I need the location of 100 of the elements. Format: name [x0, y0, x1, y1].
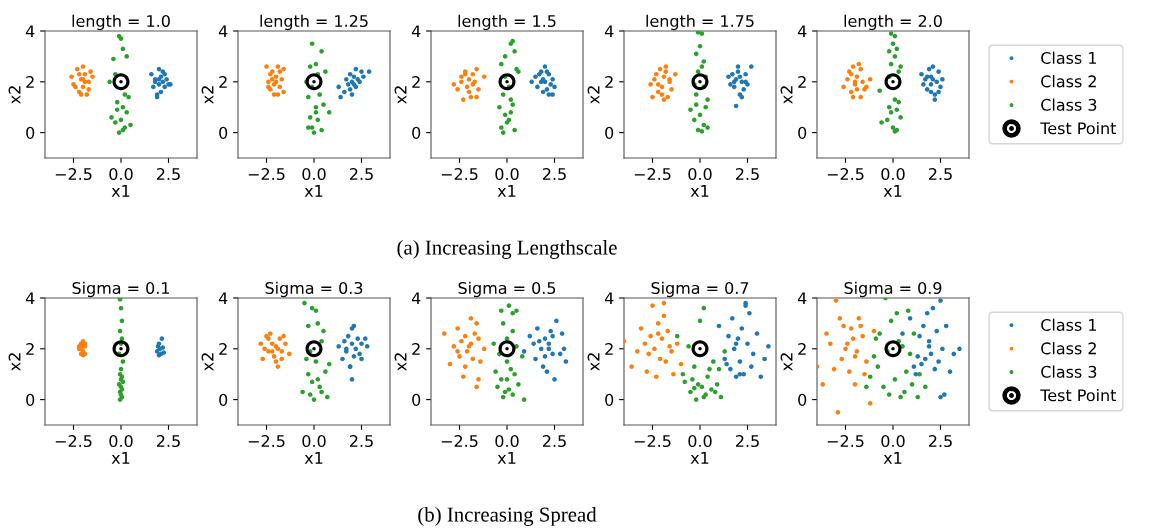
- y-tick-label: 2: [605, 76, 613, 88]
- x-tick-label: 0.0: [109, 168, 133, 181]
- y-tick-label: 0: [219, 393, 228, 406]
- y-axis-title: x2: [201, 86, 214, 104]
- x-tick-label: 2.5: [349, 435, 373, 448]
- y-tick-label: 4: [218, 25, 228, 38]
- chart-title: length = 1.25: [260, 14, 368, 31]
- x-tick-label: 0.0: [881, 168, 905, 181]
- text: (a) Increasing Lengthscale: [397, 239, 617, 259]
- x-tick-label: −2.5: [827, 435, 864, 448]
- chart-title: length = 2.0: [844, 14, 942, 31]
- legend-label: Class 3: [1041, 365, 1097, 378]
- y-tick-label: 0: [605, 126, 614, 139]
- x-tick-label: 2.5: [928, 435, 952, 448]
- y-tick-label: 2: [412, 343, 420, 355]
- x-axis-title: x1: [883, 452, 902, 464]
- x-tick-label: −2.5: [248, 435, 285, 448]
- y-axis-title: x2: [587, 353, 600, 371]
- y-tick-label: 0: [798, 393, 807, 406]
- y-tick-label: 4: [411, 292, 421, 305]
- x-axis-title: x1: [497, 185, 516, 197]
- text: (b) Increasing Spread: [418, 506, 597, 526]
- x-tick-label: 2.5: [928, 168, 952, 181]
- x-tick-label: −2.5: [55, 435, 92, 448]
- x-axis-title: x1: [690, 185, 709, 197]
- chart-title: Sigma = 0.9: [844, 281, 942, 298]
- chart-title: length = 1.75: [646, 14, 754, 31]
- y-tick-label: 0: [219, 126, 228, 139]
- legend-label: Class 1: [1041, 318, 1097, 331]
- x-axis-title: x1: [883, 185, 902, 197]
- y-tick-label: 4: [797, 25, 807, 38]
- y-tick-label: 4: [411, 25, 421, 38]
- chart-title: Sigma = 0.7: [651, 281, 749, 298]
- y-axis-title: x2: [780, 353, 793, 371]
- x-tick-label: 0.0: [109, 435, 133, 448]
- x-tick-label: 0.0: [688, 168, 712, 181]
- x-tick-label: 0.0: [302, 435, 326, 448]
- y-axis-title: x2: [394, 86, 407, 104]
- y-tick-label: 2: [219, 76, 227, 88]
- y-tick-label: 0: [798, 126, 807, 139]
- x-tick-label: 2.5: [156, 168, 180, 181]
- chart-title: length = 1.5: [458, 14, 556, 31]
- x-tick-label: 2.5: [542, 168, 566, 181]
- x-axis-title: x1: [304, 452, 323, 464]
- x-axis-title: x1: [304, 185, 323, 197]
- x-tick-label: −2.5: [441, 435, 478, 448]
- y-tick-label: 2: [219, 343, 227, 355]
- y-tick-label: 2: [605, 343, 613, 355]
- y-tick-label: 2: [412, 76, 420, 88]
- x-tick-label: 2.5: [349, 168, 373, 181]
- x-tick-label: 2.5: [542, 435, 566, 448]
- y-axis-title: x2: [587, 86, 600, 104]
- legend-label: Class 2: [1041, 75, 1096, 88]
- chart-title: Sigma = 0.5: [458, 281, 556, 298]
- x-tick-label: 2.5: [735, 168, 759, 181]
- y-tick-label: 2: [798, 343, 806, 355]
- x-tick-label: 0.0: [302, 168, 326, 181]
- x-tick-label: 0.0: [881, 435, 905, 448]
- y-tick-label: 4: [604, 292, 614, 305]
- y-tick-label: 0: [26, 393, 35, 406]
- y-tick-label: 4: [797, 292, 807, 305]
- x-tick-label: −2.5: [827, 168, 864, 181]
- y-tick-label: 0: [26, 126, 35, 139]
- y-tick-label: 0: [605, 393, 614, 406]
- x-axis-title: x1: [111, 185, 130, 197]
- x-tick-label: −2.5: [55, 168, 92, 181]
- chart-title: Sigma = 0.3: [265, 281, 363, 298]
- x-tick-label: −2.5: [248, 168, 285, 181]
- x-tick-label: 2.5: [156, 435, 180, 448]
- x-tick-label: −2.5: [634, 168, 671, 181]
- legend-label: Test Point: [1040, 121, 1117, 135]
- y-axis-title: x2: [201, 353, 214, 371]
- y-tick-label: 4: [25, 25, 35, 38]
- legend-label: Class 3: [1041, 98, 1097, 111]
- x-tick-label: −2.5: [441, 168, 478, 181]
- chart-title: Sigma = 0.1: [72, 281, 170, 298]
- y-axis-title: x2: [780, 86, 793, 104]
- x-tick-label: 0.0: [495, 435, 519, 448]
- x-tick-label: 2.5: [735, 435, 759, 448]
- legend-label: Class 2: [1041, 342, 1096, 355]
- y-tick-label: 4: [604, 25, 614, 38]
- y-tick-label: 2: [26, 343, 34, 355]
- x-tick-label: −2.5: [634, 435, 671, 448]
- y-tick-label: 0: [412, 126, 421, 139]
- y-axis-title: x2: [8, 86, 21, 104]
- x-axis-title: x1: [690, 452, 709, 464]
- x-axis-title: x1: [111, 452, 130, 464]
- y-tick-label: 2: [798, 76, 806, 88]
- x-tick-label: 0.0: [688, 435, 712, 448]
- chart-title: length = 1.0: [72, 14, 170, 31]
- y-tick-label: 0: [412, 393, 421, 406]
- y-axis-title: x2: [394, 353, 407, 371]
- x-tick-label: 0.0: [495, 168, 519, 181]
- y-tick-label: 2: [26, 76, 34, 88]
- y-tick-label: 4: [218, 292, 228, 305]
- y-axis-title: x2: [8, 353, 21, 371]
- y-tick-label: 4: [25, 292, 35, 305]
- legend-label: Test Point: [1040, 388, 1117, 402]
- x-axis-title: x1: [497, 452, 516, 464]
- legend-label: Class 1: [1041, 51, 1097, 64]
